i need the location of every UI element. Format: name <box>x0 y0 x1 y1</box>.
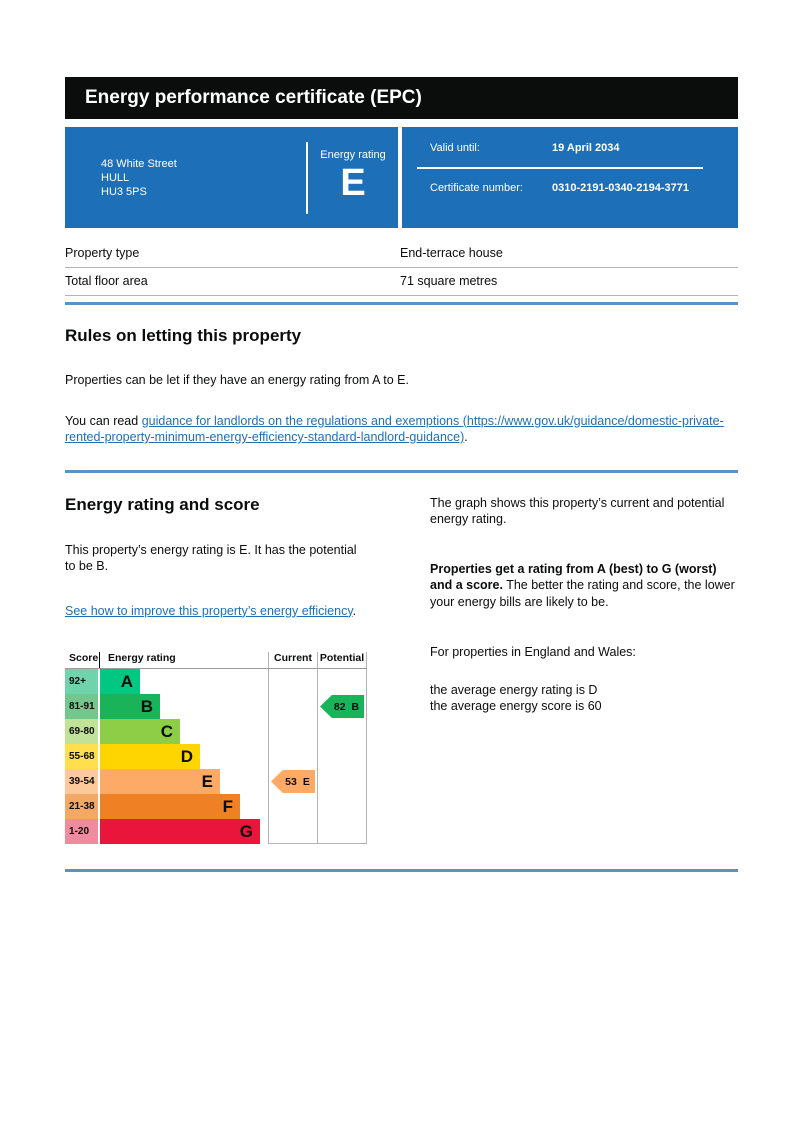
epc-band-row: 55-68 D <box>65 744 268 769</box>
rating-right-column: The graph shows this property’s current … <box>430 495 738 845</box>
property-address: 48 White Street HULL HU3 5PS <box>65 127 306 228</box>
floor-area-label: Total floor area <box>65 274 148 288</box>
improve-link-paragraph: See how to improve this property’s energ… <box>65 603 365 620</box>
band-score-range: 39-54 <box>65 769 98 794</box>
rating-paragraph: This property’s energy rating is E. It h… <box>65 542 357 574</box>
epc-band-row: 69-80 C <box>65 719 268 744</box>
certificate-summary-banner: 48 White Street HULL HU3 5PS Energy rati… <box>65 127 738 228</box>
banner-vertical-divider <box>306 141 308 214</box>
potential-score: 82 <box>333 700 346 713</box>
epc-band-row: 1-20 G <box>65 819 268 844</box>
epc-band-row: 81-91 B <box>65 694 268 719</box>
property-type-value: End-terrace house <box>400 246 503 260</box>
address-line-1: 48 White Street <box>101 157 177 170</box>
property-summary-table: Property type End-terrace house Total fl… <box>65 240 738 296</box>
energy-rating-value: E <box>340 161 366 204</box>
valid-until-label: Valid until: <box>430 142 480 154</box>
band-bar-a: A <box>100 669 140 694</box>
energy-rating-summary: Energy rating E <box>308 127 398 228</box>
section-divider <box>65 869 738 872</box>
band-score-range: 92+ <box>65 669 98 694</box>
score-column-header: Score <box>65 652 100 668</box>
potential-rating-arrow: 82 B <box>320 695 364 718</box>
property-type-label: Property type <box>65 246 140 260</box>
chart-header-row: Score Energy rating Current Potential <box>65 652 367 669</box>
epc-bands: 92+ A 81-91 B 69-80 C 55-68 D 39-54 E 21-38 F 1-20 G <box>65 669 268 844</box>
rules-heading: Rules on letting this property <box>65 326 302 345</box>
england-wales-intro: For properties in England and Wales: <box>430 645 636 659</box>
current-column-header: Current <box>268 652 317 668</box>
band-bar-e: E <box>100 769 220 794</box>
current-letter: E <box>302 775 310 788</box>
certificate-title-bar: Energy performance certificate (EPC) <box>65 77 738 119</box>
epc-band-row: 39-54 E <box>65 769 268 794</box>
rating-explanation-bold: Properties get a rating from A (best) to… <box>430 561 717 593</box>
current-column <box>268 669 317 844</box>
energy-rating-section: Energy rating and score This property’s … <box>65 494 738 845</box>
average-rating-line: the average energy rating is D <box>430 682 598 697</box>
address-rating-box: 48 White Street HULL HU3 5PS Energy rati… <box>65 127 398 228</box>
rating-explanation-rest: The better the rating and score, the low… <box>430 578 735 609</box>
link-prefix-text: You can read <box>65 413 142 428</box>
rating-heading: Energy rating and score <box>65 494 260 514</box>
validity-box: Valid until: 19 April 2034 Certificate n… <box>402 127 738 228</box>
epc-document: Energy performance certificate (EPC) 48 … <box>65 77 738 872</box>
band-score-range: 21-38 <box>65 794 98 819</box>
improve-efficiency-link[interactable]: See how to improve this property’s energ… <box>65 603 353 618</box>
certificate-number-value: 0310-2191-0340-2194-3771 <box>552 182 690 194</box>
certificate-number-label: Certificate number: <box>430 182 523 194</box>
band-score-range: 1-20 <box>65 819 98 844</box>
section-divider <box>65 469 738 473</box>
band-score-range: 81-91 <box>65 694 98 719</box>
band-bar-g: G <box>100 819 260 844</box>
energy-rating-column-header: Energy rating <box>108 652 176 664</box>
band-bar-d: D <box>100 744 200 769</box>
rating-left-column: Energy rating and score This property’s … <box>65 494 420 844</box>
link-suffix-text: . <box>464 430 468 444</box>
graph-description: The graph shows this property’s current … <box>430 495 725 527</box>
potential-column <box>317 669 367 844</box>
rules-paragraph: Properties can be let if they have an en… <box>65 373 409 387</box>
current-rating-arrow: 53 E <box>271 770 315 793</box>
address-line-3: HU3 5PS <box>101 185 147 198</box>
rules-section: Rules on letting this property Propertie… <box>65 326 738 446</box>
floor-area-value: 71 square metres <box>400 274 498 288</box>
rating-explanation: Properties get a rating from A (best) to… <box>430 561 738 611</box>
valid-until-value: 19 April 2034 <box>552 142 620 154</box>
landlord-guidance-link[interactable]: guidance for landlords on the regulation… <box>65 413 724 445</box>
band-bar-c: C <box>100 719 180 744</box>
validity-divider <box>417 167 703 169</box>
page-title: Energy performance certificate (EPC) <box>85 87 422 108</box>
potential-column-header: Potential <box>317 652 367 668</box>
address-line-2: HULL <box>101 171 130 184</box>
table-row: Total floor area 71 square metres <box>65 268 738 296</box>
band-score-range: 55-68 <box>65 744 98 769</box>
average-ratings: the average energy rating is D the averag… <box>430 682 738 715</box>
epc-band-row: 21-38 F <box>65 794 268 819</box>
epc-band-row: 92+ A <box>65 669 268 694</box>
section-divider <box>65 302 738 305</box>
epc-rating-chart: Score Energy rating Current Potential 92… <box>65 652 367 844</box>
table-row: Property type End-terrace house <box>65 240 738 268</box>
current-score: 53 <box>285 775 297 788</box>
improve-link-suffix: . <box>352 603 357 618</box>
rules-link-paragraph: You can read guidance for landlords on t… <box>65 413 738 446</box>
band-bar-f: F <box>100 794 240 819</box>
energy-rating-label: Energy rating <box>320 148 386 161</box>
band-bar-b: B <box>100 694 160 719</box>
band-score-range: 69-80 <box>65 719 98 744</box>
potential-letter: B <box>351 700 360 713</box>
chart-body: 92+ A 81-91 B 69-80 C 55-68 D 39-54 E 21-38 F 1-20 G … <box>65 669 367 844</box>
average-score-line: the average energy score is 60 <box>430 699 602 713</box>
